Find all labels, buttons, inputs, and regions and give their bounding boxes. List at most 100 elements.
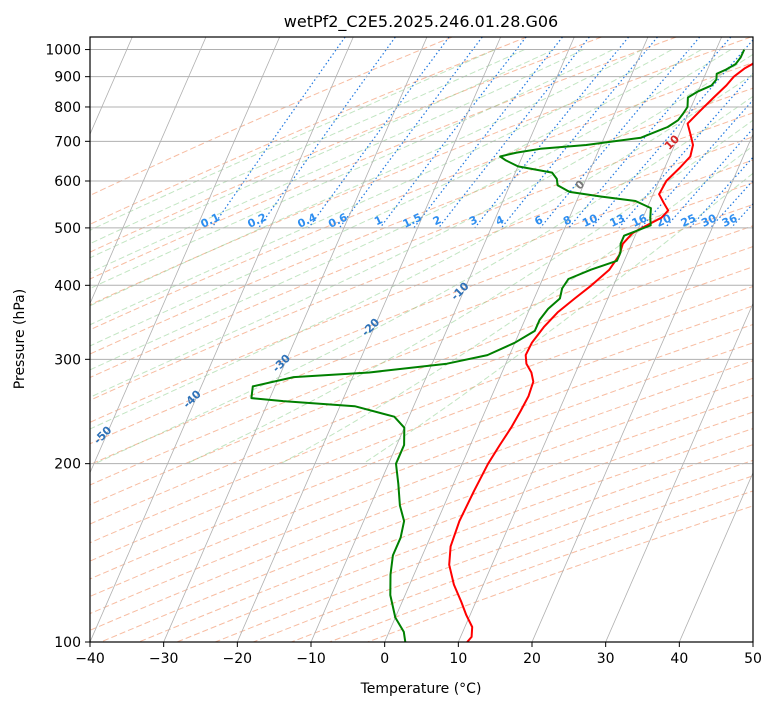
y-tick-label: 900: [54, 70, 81, 86]
dry-adiabat: [90, 37, 602, 253]
mixing-ratio-line: [474, 37, 630, 229]
dry-adiabat: [90, 182, 753, 445]
isotherm: [384, 37, 649, 642]
mixing-ratio-line: [618, 72, 753, 229]
isotherm: [310, 37, 575, 642]
dry-adiabat: [90, 203, 753, 466]
mixing-ratio-label: 16: [630, 211, 650, 229]
axis-ticks: −40 −30 −20 −10 0 10 20 30 40 5010020030040050060…: [45, 43, 762, 667]
dry-adiabat: [90, 37, 527, 225]
series-layer: [250, 49, 753, 642]
dry-adiabat: [90, 342, 753, 597]
moist-adiabat: [94, 95, 753, 465]
dry-adiabat: [90, 37, 752, 306]
mixing-ratio-label: 1: [372, 213, 384, 228]
x-tick-label: −20: [223, 651, 253, 667]
isotherm-label: 20: [752, 96, 772, 116]
mixing-ratio-line: [500, 37, 658, 229]
dry-adiabat: [176, 428, 753, 642]
x-tick-label: 10: [449, 651, 467, 667]
mixing-ratio-label: 8: [561, 213, 573, 228]
x-tick-label: −10: [296, 651, 326, 667]
isotherm: [90, 37, 207, 305]
moist-adiabat: [280, 145, 753, 465]
isotherm-label: -20: [359, 315, 382, 338]
isotherm: [457, 37, 722, 642]
temperature-line: [448, 62, 753, 642]
dry-adiabat: [90, 37, 453, 196]
isotherm: [90, 37, 280, 474]
x-tick-label: −30: [149, 651, 179, 667]
mixing-ratio-line: [308, 37, 450, 229]
isotherm: [678, 471, 753, 642]
x-tick-label: 0: [380, 651, 389, 667]
mixing-ratio-label: 13: [608, 212, 627, 230]
mixing-ratio-line: [338, 37, 483, 229]
isotherm-label: -40: [181, 387, 204, 410]
mixing-ratio-label: 25: [679, 212, 698, 230]
x-tick-label: 30: [597, 651, 615, 667]
y-tick-label: 100: [54, 635, 81, 651]
moist-adiabat: [90, 49, 555, 259]
mixing-ratio-line: [258, 37, 396, 229]
isotherm-label: -10: [448, 279, 471, 302]
mixing-ratio-label: 20: [654, 211, 674, 229]
isotherm-label: -60: [2, 459, 25, 482]
mixing-ratio-label: 4: [494, 213, 507, 228]
y-tick-label: 200: [54, 457, 81, 473]
mixing-ratio-line: [438, 37, 590, 229]
moist-adiabat: [186, 119, 753, 465]
dry-adiabat: [90, 305, 753, 562]
plot-frame: [89, 36, 754, 643]
x-tick-label: 20: [523, 651, 541, 667]
moist-adiabat: [90, 49, 732, 371]
moist-adiabat: [90, 53, 753, 398]
x-tick-label: −40: [75, 651, 105, 667]
dry-adiabat: [90, 285, 753, 544]
isotherm: [531, 133, 753, 642]
x-tick-label: 40: [670, 651, 688, 667]
y-tick-label: 800: [54, 100, 81, 116]
isotherm: [0, 37, 59, 642]
moist-adiabat: [90, 49, 614, 290]
mixing-ratio-line: [709, 179, 753, 229]
moist-adiabat: [90, 49, 643, 307]
background-lines: [0, 37, 753, 642]
mixing-ratio-label: 30: [699, 211, 719, 229]
x-tick-label: 50: [744, 651, 762, 667]
y-tick-label: 600: [54, 174, 81, 190]
dry-adiabat: [138, 411, 753, 642]
mixing-ratio-line: [640, 99, 753, 229]
dry-adiabat: [90, 136, 753, 401]
isotherm-label: -30: [270, 351, 293, 374]
isotherm: [90, 37, 354, 642]
y-tick-label: 1000: [45, 43, 81, 59]
mixing-ratio-line: [539, 37, 701, 229]
isotherm: [605, 302, 753, 642]
dry-adiabat: [90, 360, 753, 615]
y-tick-label: 700: [54, 134, 81, 150]
dry-adiabat: [100, 394, 753, 642]
isoline-labels: 0.10.20.40.611.52346810131620253036-100-…: [2, 96, 772, 482]
y-tick-label: 400: [54, 278, 81, 294]
dry-adiabat: [90, 246, 753, 506]
dewpoint-line: [250, 49, 746, 642]
mixing-ratio-label: 10: [580, 211, 600, 229]
chart-title: wetPf2_C2E5.2025.246.01.28.G06: [284, 12, 558, 32]
dry-adiabat: [90, 62, 753, 331]
mixing-ratio-line: [211, 37, 346, 229]
isotherm-label: 10: [662, 132, 682, 152]
y-tick-label: 500: [54, 221, 81, 237]
isotherm: [163, 37, 428, 642]
mixing-ratio-label: 36: [720, 211, 740, 229]
dry-adiabat: [90, 112, 753, 379]
isotherm: [752, 640, 753, 642]
mixing-ratio-label: 3: [467, 213, 479, 228]
isotherm-label: 0: [573, 177, 588, 192]
x-axis-label: Temperature (°C): [360, 681, 482, 697]
y-tick-label: 300: [54, 352, 81, 368]
dry-adiabat: [253, 459, 753, 642]
mixing-ratio-label: 6: [533, 213, 546, 228]
